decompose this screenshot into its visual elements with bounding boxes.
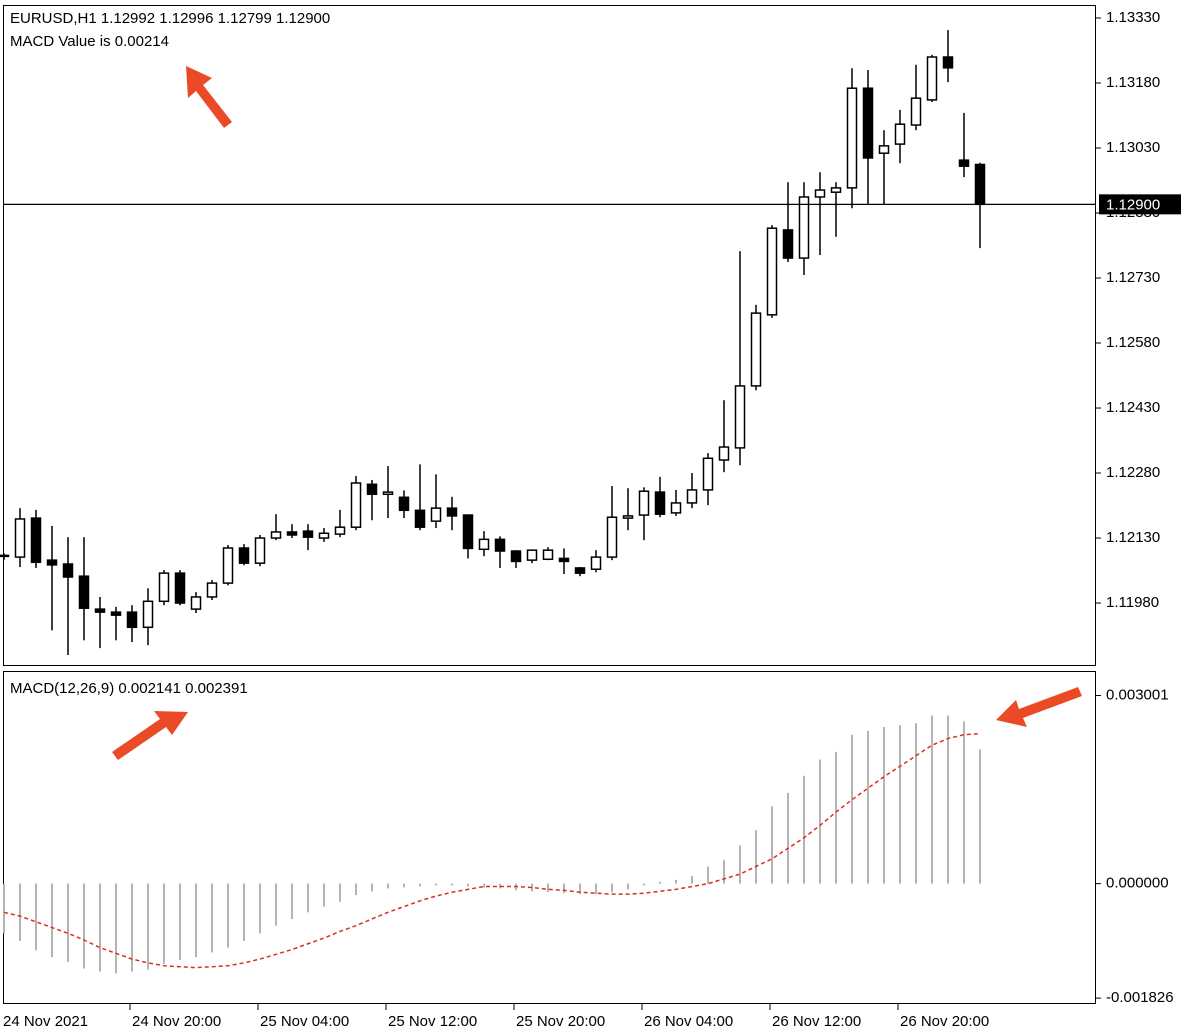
candle-body [0, 554, 10, 558]
y-tick-label: 1.12280 [1106, 464, 1160, 481]
candle-body [910, 97, 922, 126]
candle-body [142, 600, 154, 629]
candle-body [798, 196, 810, 259]
candle-body [926, 56, 938, 101]
candle-body [414, 509, 426, 528]
x-tick-label: 24 Nov 20:00 [132, 1013, 221, 1030]
macd-header: MACD(12,26,9) 0.002141 0.002391 [10, 680, 248, 697]
candle-body [286, 531, 298, 536]
candle-body [110, 611, 122, 616]
candle-body [46, 559, 58, 566]
y-tick-label: 1.11980 [1106, 594, 1159, 611]
candle-body [206, 582, 218, 598]
candle-body [878, 145, 890, 154]
candle-body [894, 123, 906, 145]
candle-body [638, 490, 650, 516]
candle-body [574, 567, 586, 574]
candle-body [670, 502, 682, 514]
x-tick-label: 26 Nov 12:00 [772, 1013, 861, 1030]
arrow [996, 687, 1082, 727]
y-tick-label: 0.003001 [1106, 686, 1169, 703]
y-tick-label: -0.001826 [1106, 989, 1174, 1006]
candle-body [446, 507, 458, 517]
candle-body [30, 517, 42, 564]
candle-body [702, 457, 714, 491]
arrow [112, 711, 188, 760]
candle-body [318, 532, 330, 539]
x-tick-label: 26 Nov 04:00 [644, 1013, 733, 1030]
candle-body [846, 87, 858, 189]
y-tick-label: 1.12130 [1106, 529, 1160, 546]
candle-body [158, 572, 170, 603]
candle-body [750, 312, 762, 387]
candle-body [542, 549, 554, 561]
candle-body [718, 446, 730, 461]
candle-body [94, 608, 106, 613]
candle-body [78, 575, 90, 609]
candle-body [174, 572, 186, 604]
candle-body [654, 491, 666, 515]
price-panel [3, 5, 1096, 666]
y-tick-label: 1.12730 [1106, 269, 1160, 286]
y-tick-label: 1.13330 [1106, 9, 1160, 26]
candle-body [14, 518, 26, 558]
y-tick-label: 0.000000 [1106, 875, 1169, 892]
candle-body [830, 187, 842, 193]
candle-body [366, 483, 378, 496]
candle-body [958, 159, 970, 167]
candle-body [766, 227, 778, 316]
candle-body [126, 611, 138, 629]
candle-body [942, 56, 954, 69]
candle-body [782, 229, 794, 259]
y-tick-label: 1.12430 [1106, 399, 1160, 416]
candle-body [734, 385, 746, 449]
candle-body [494, 538, 506, 552]
candle-body [526, 549, 538, 561]
current-price-box [1099, 194, 1181, 215]
candle-body [350, 482, 362, 528]
candle-body [254, 537, 266, 564]
x-tick-label: 24 Nov 2021 [3, 1013, 88, 1030]
candle-body [62, 563, 74, 578]
candle-body [590, 556, 602, 570]
candle-body [974, 163, 986, 206]
candle-body [862, 87, 874, 159]
x-tick-label: 25 Nov 12:00 [388, 1013, 477, 1030]
candle-body [190, 596, 202, 610]
candle-body [558, 557, 570, 563]
candle-body [270, 531, 282, 539]
macd-panel [3, 671, 1096, 1004]
candle-body [302, 530, 314, 538]
x-tick-label: 26 Nov 20:00 [900, 1013, 989, 1030]
y-tick-label: 1.13180 [1106, 74, 1160, 91]
macd-value-note: MACD Value is 0.00214 [10, 33, 169, 50]
signal-line [3, 733, 981, 969]
candle-body [622, 515, 634, 519]
candle-body [510, 550, 522, 563]
candle-body [238, 547, 250, 564]
candle-body [398, 496, 410, 512]
x-tick-label: 25 Nov 04:00 [260, 1013, 349, 1030]
x-tick-label: 25 Nov 20:00 [516, 1013, 605, 1030]
candle-body [478, 538, 490, 551]
candle-body [382, 491, 394, 496]
candle-body [462, 514, 474, 550]
price-header: EURUSD,H1 1.12992 1.12996 1.12799 1.1290… [10, 10, 330, 27]
current-price-label: 1.12900 [1106, 196, 1160, 213]
y-tick-label: 1.13030 [1106, 139, 1160, 156]
candle-body [334, 526, 346, 535]
candle-body [430, 507, 442, 522]
candle-body [222, 547, 234, 584]
candle-body [686, 489, 698, 504]
candle-body [814, 189, 826, 198]
y-tick-label: 1.12580 [1106, 334, 1160, 351]
arrow [186, 66, 232, 128]
candle-body [606, 516, 618, 558]
